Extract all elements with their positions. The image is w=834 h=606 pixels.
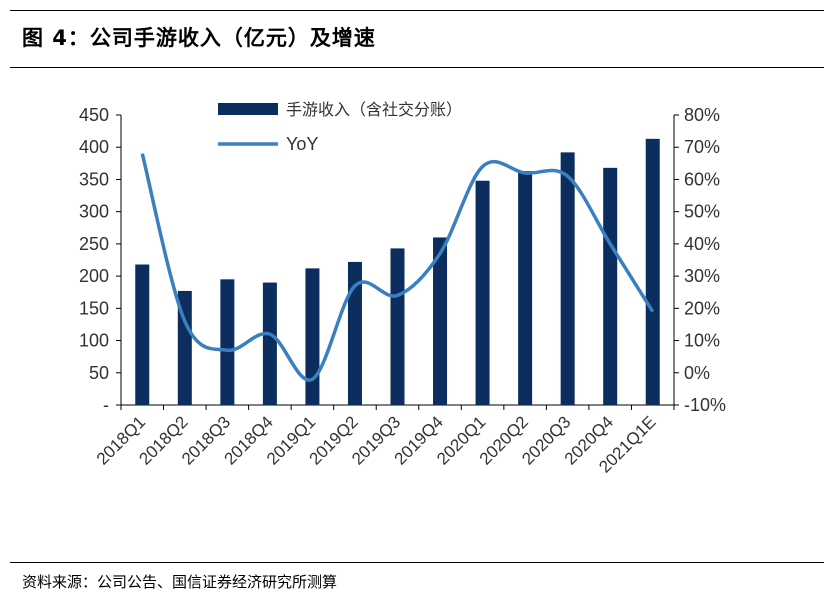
right-tick-label: 60%: [684, 169, 720, 189]
top-rule: [10, 10, 824, 11]
left-tick-label: 100: [79, 331, 109, 351]
left-tick-label: 50: [89, 363, 109, 383]
bar: [603, 167, 618, 405]
bar: [177, 290, 192, 405]
bar: [518, 171, 533, 405]
left-tick-label: 450: [79, 105, 109, 125]
legend-bar-swatch: [218, 103, 278, 115]
bar: [305, 268, 320, 405]
bar: [220, 279, 235, 405]
right-tick-label: 0%: [684, 363, 710, 383]
right-tick-label: 80%: [684, 105, 720, 125]
legend-line-label: YoY: [286, 134, 318, 154]
bar: [645, 138, 660, 405]
bar: [560, 152, 575, 405]
right-tick-label: 20%: [684, 298, 720, 318]
right-tick-label: 10%: [684, 331, 720, 351]
left-tick-label: -: [103, 395, 109, 415]
left-tick-label: 350: [79, 169, 109, 189]
right-tick-label: 70%: [684, 137, 720, 157]
left-tick-label: 200: [79, 266, 109, 286]
bar: [390, 248, 405, 405]
left-tick-label: 300: [79, 202, 109, 222]
right-tick-label: 50%: [684, 202, 720, 222]
source-note: 资料来源：公司公告、国信证券经济研究所测算: [22, 573, 338, 591]
footer-rule: [10, 562, 824, 563]
bar: [262, 282, 277, 405]
right-tick-label: 30%: [684, 266, 720, 286]
bar: [135, 264, 150, 405]
legend-bar-label: 手游收入（含社交分账）: [286, 100, 462, 119]
title-underline: [10, 67, 824, 68]
bar: [433, 237, 448, 405]
bar: [475, 180, 490, 405]
chart: - 50 100 150 200 250 300 350 400 450 -10% 0% 10% 20% 3…: [79, 100, 726, 477]
left-tick-label: 400: [79, 137, 109, 157]
chart-title: 图 4：公司手游收入（亿元）及增速: [22, 26, 376, 50]
left-tick-label: 150: [79, 298, 109, 318]
right-tick-label: -10%: [684, 395, 726, 415]
left-tick-label: 250: [79, 234, 109, 254]
bar: [347, 261, 362, 405]
right-tick-label: 40%: [684, 234, 720, 254]
